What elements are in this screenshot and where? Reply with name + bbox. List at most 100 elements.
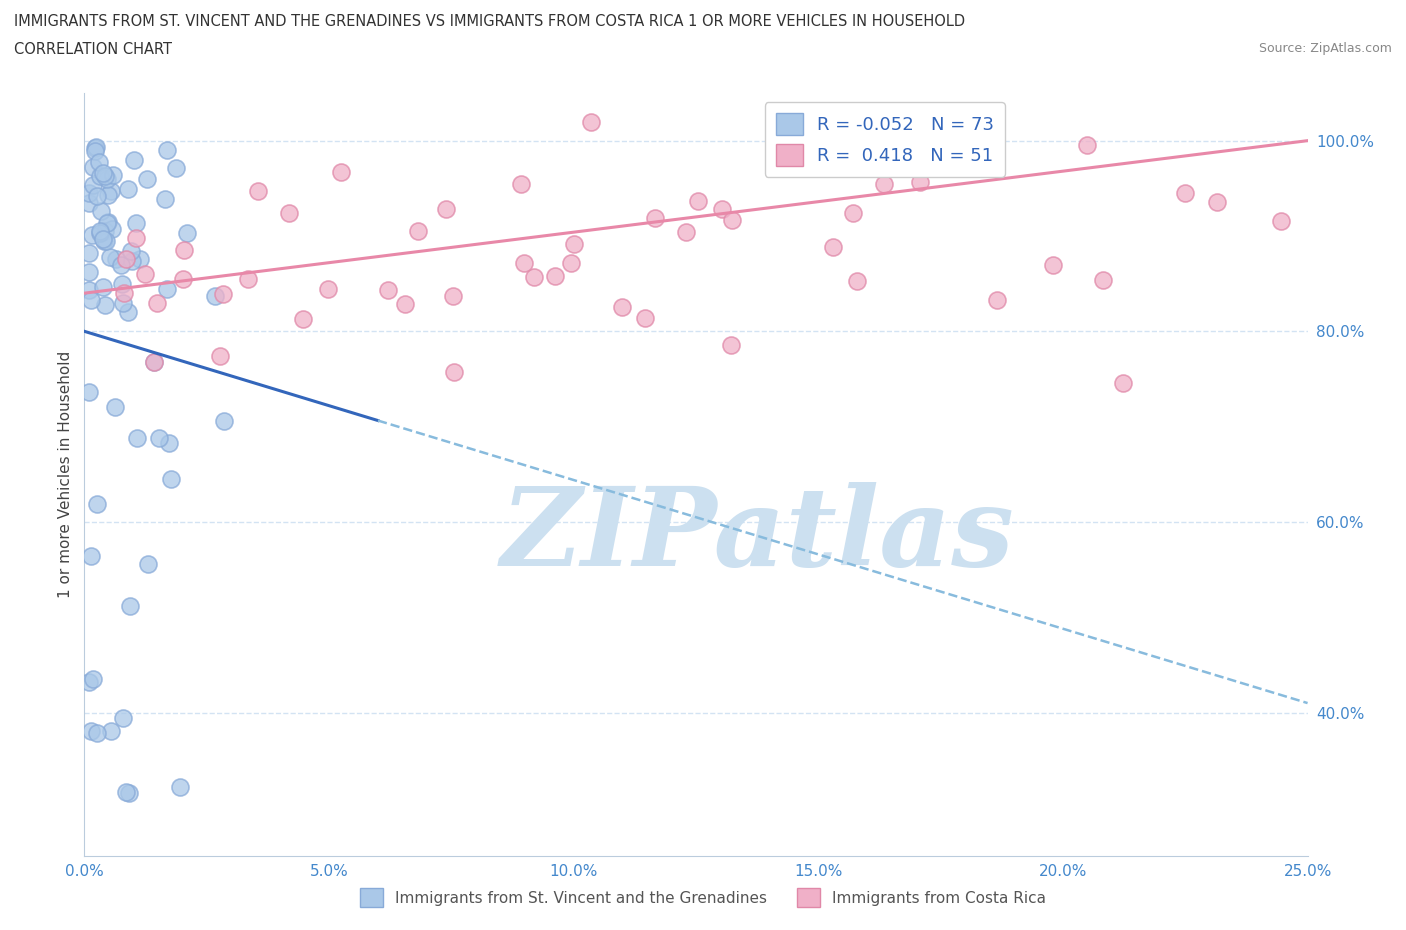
Point — [125, 431, 148, 445]
Point — [173, 243, 195, 258]
Point — [721, 213, 744, 228]
Point — [845, 274, 868, 289]
Point — [84, 140, 107, 155]
Text: Source: ZipAtlas.com: Source: ZipAtlas.com — [1258, 42, 1392, 55]
Point — [112, 286, 135, 300]
Point — [97, 215, 120, 230]
Point — [1076, 138, 1098, 153]
Point — [560, 256, 582, 271]
Point — [633, 311, 655, 325]
Point — [77, 196, 100, 211]
Point — [86, 189, 108, 204]
Point — [134, 266, 156, 281]
Point — [129, 252, 152, 267]
Point — [89, 226, 111, 241]
Point — [212, 414, 235, 429]
Point — [377, 283, 399, 298]
Point — [908, 175, 931, 190]
Point — [77, 675, 100, 690]
Point — [143, 354, 166, 369]
Point — [94, 233, 117, 248]
Point — [96, 215, 118, 230]
Text: CORRELATION CHART: CORRELATION CHART — [14, 42, 172, 57]
Point — [579, 114, 602, 129]
Point — [111, 276, 134, 291]
Point — [120, 244, 142, 259]
Point — [509, 177, 531, 192]
Point — [441, 288, 464, 303]
Point — [82, 671, 104, 686]
Point — [1091, 272, 1114, 287]
Point — [155, 281, 177, 296]
Point — [935, 138, 957, 153]
Point — [434, 202, 457, 217]
Point — [720, 338, 742, 352]
Point — [94, 168, 117, 183]
Point — [112, 296, 135, 311]
Point — [100, 221, 122, 236]
Point — [523, 270, 546, 285]
Point — [77, 384, 100, 399]
Point — [121, 253, 143, 268]
Point — [103, 167, 125, 182]
Point — [82, 228, 104, 243]
Point — [86, 725, 108, 740]
Point — [443, 365, 465, 379]
Point — [172, 272, 194, 286]
Point — [80, 724, 103, 738]
Point — [125, 230, 148, 245]
Point — [686, 194, 709, 209]
Point — [124, 153, 146, 167]
Point — [675, 224, 697, 239]
Point — [111, 711, 134, 725]
Point — [291, 312, 314, 326]
Point — [155, 192, 177, 206]
Point — [84, 140, 107, 154]
Point — [986, 293, 1008, 308]
Point — [873, 177, 896, 192]
Point — [80, 549, 103, 564]
Point — [394, 297, 416, 312]
Point — [406, 224, 429, 239]
Text: IMMIGRANTS FROM ST. VINCENT AND THE GRENADINES VS IMMIGRANTS FROM COSTA RICA 1 O: IMMIGRANTS FROM ST. VINCENT AND THE GREN… — [14, 14, 965, 29]
Point — [77, 283, 100, 298]
Point — [1174, 186, 1197, 201]
Point — [89, 168, 111, 183]
Point — [104, 399, 127, 414]
Point — [1112, 375, 1135, 390]
Y-axis label: 1 or more Vehicles in Household: 1 or more Vehicles in Household — [58, 351, 73, 598]
Point — [1270, 213, 1292, 228]
Point — [115, 784, 138, 799]
Point — [100, 724, 122, 738]
Point — [143, 354, 166, 369]
Point — [90, 203, 112, 218]
Point — [176, 225, 198, 240]
Point — [91, 166, 114, 180]
Point — [93, 233, 115, 248]
Point — [86, 497, 108, 512]
Point — [125, 215, 148, 230]
Point — [148, 431, 170, 445]
Point — [82, 178, 104, 193]
Point — [89, 154, 111, 169]
Point — [117, 181, 139, 196]
Legend: Immigrants from St. Vincent and the Grenadines, Immigrants from Costa Rica: Immigrants from St. Vincent and the Gren… — [353, 883, 1053, 913]
Point — [77, 264, 100, 279]
Point — [118, 785, 141, 800]
Point — [1042, 257, 1064, 272]
Point — [236, 272, 259, 286]
Point — [208, 349, 231, 364]
Point — [115, 251, 138, 266]
Point — [97, 188, 120, 203]
Point — [247, 183, 270, 198]
Point — [711, 202, 734, 217]
Point — [169, 780, 191, 795]
Point — [513, 256, 536, 271]
Point — [544, 269, 567, 284]
Point — [644, 210, 666, 225]
Point — [98, 249, 121, 264]
Point — [110, 258, 132, 272]
Point — [821, 240, 844, 255]
Point — [146, 296, 169, 311]
Point — [104, 252, 127, 267]
